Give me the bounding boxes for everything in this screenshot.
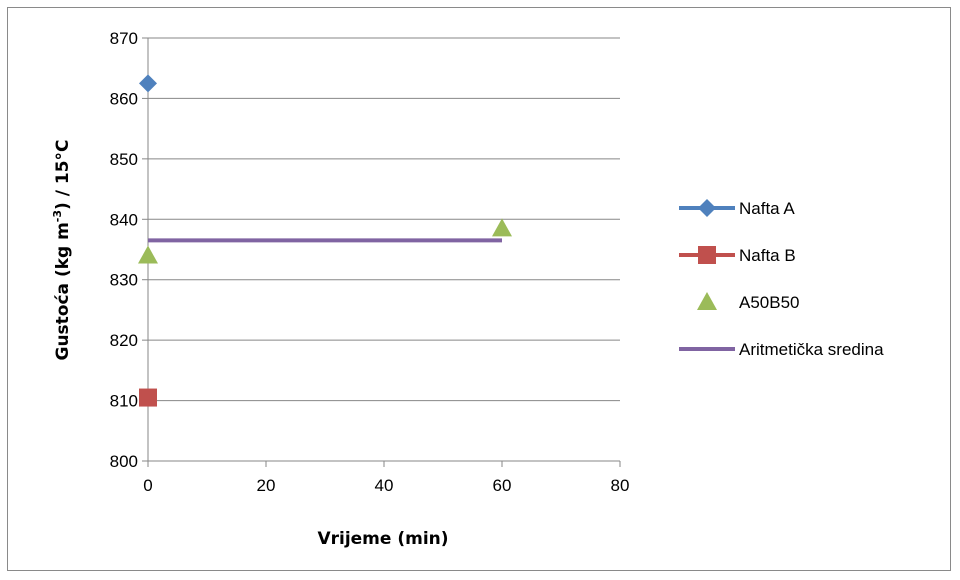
series-0	[139, 74, 157, 93]
x-tick-label: 40	[375, 476, 394, 495]
series-2	[138, 218, 512, 264]
tick-labels: 800 810 820 830 840 850 860 870 0 20 40 60 80	[110, 29, 630, 495]
y-axis-title: Gustoća (kg m-3) / 15°C	[51, 139, 73, 360]
y-tick-label: 820	[110, 331, 138, 350]
y-tick-label: 840	[110, 210, 138, 229]
y-tick-label: 810	[110, 392, 138, 411]
data-point-triangle	[138, 245, 158, 264]
y-axis-title-unit: ) / 15°C	[53, 139, 73, 209]
legend-label: Aritmetička sredina	[739, 340, 884, 359]
x-tick-label: 20	[257, 476, 276, 495]
y-axis-title-exponent: -3	[51, 210, 64, 222]
legend-label: Nafta A	[739, 199, 795, 218]
data-point-diamond	[139, 74, 157, 93]
legend-swatch-marker	[697, 292, 717, 310]
gridlines	[148, 37, 620, 402]
legend-label: A50B50	[739, 293, 800, 312]
legend-swatch-marker	[698, 199, 716, 217]
y-axis-title-main: Gustoća (kg m	[53, 222, 73, 360]
legend-item: Nafta A	[679, 199, 795, 218]
legend-item: Nafta B	[679, 246, 796, 265]
chart-frame	[7, 7, 951, 571]
y-tick-label: 870	[110, 29, 138, 48]
legend: Nafta A Nafta B A50B50 Aritmetička sredina	[679, 199, 884, 359]
series	[138, 74, 512, 407]
legend-swatch-marker	[698, 246, 716, 264]
x-tick-label: 60	[493, 476, 512, 495]
data-point-triangle	[492, 218, 512, 237]
x-tick-label: 0	[143, 476, 152, 495]
legend-label: Nafta B	[739, 246, 796, 265]
y-tick-label: 850	[110, 150, 138, 169]
y-tick-label: 830	[110, 271, 138, 290]
axes	[142, 37, 621, 467]
legend-item: A50B50	[697, 292, 800, 312]
data-point-square	[139, 388, 157, 407]
y-tick-label: 800	[110, 452, 138, 471]
series-1	[139, 388, 157, 407]
legend-item: Aritmetička sredina	[679, 340, 884, 359]
x-axis-title: Vrijeme (min)	[317, 529, 448, 549]
x-tick-label: 80	[611, 476, 630, 495]
y-tick-label: 860	[110, 89, 138, 108]
